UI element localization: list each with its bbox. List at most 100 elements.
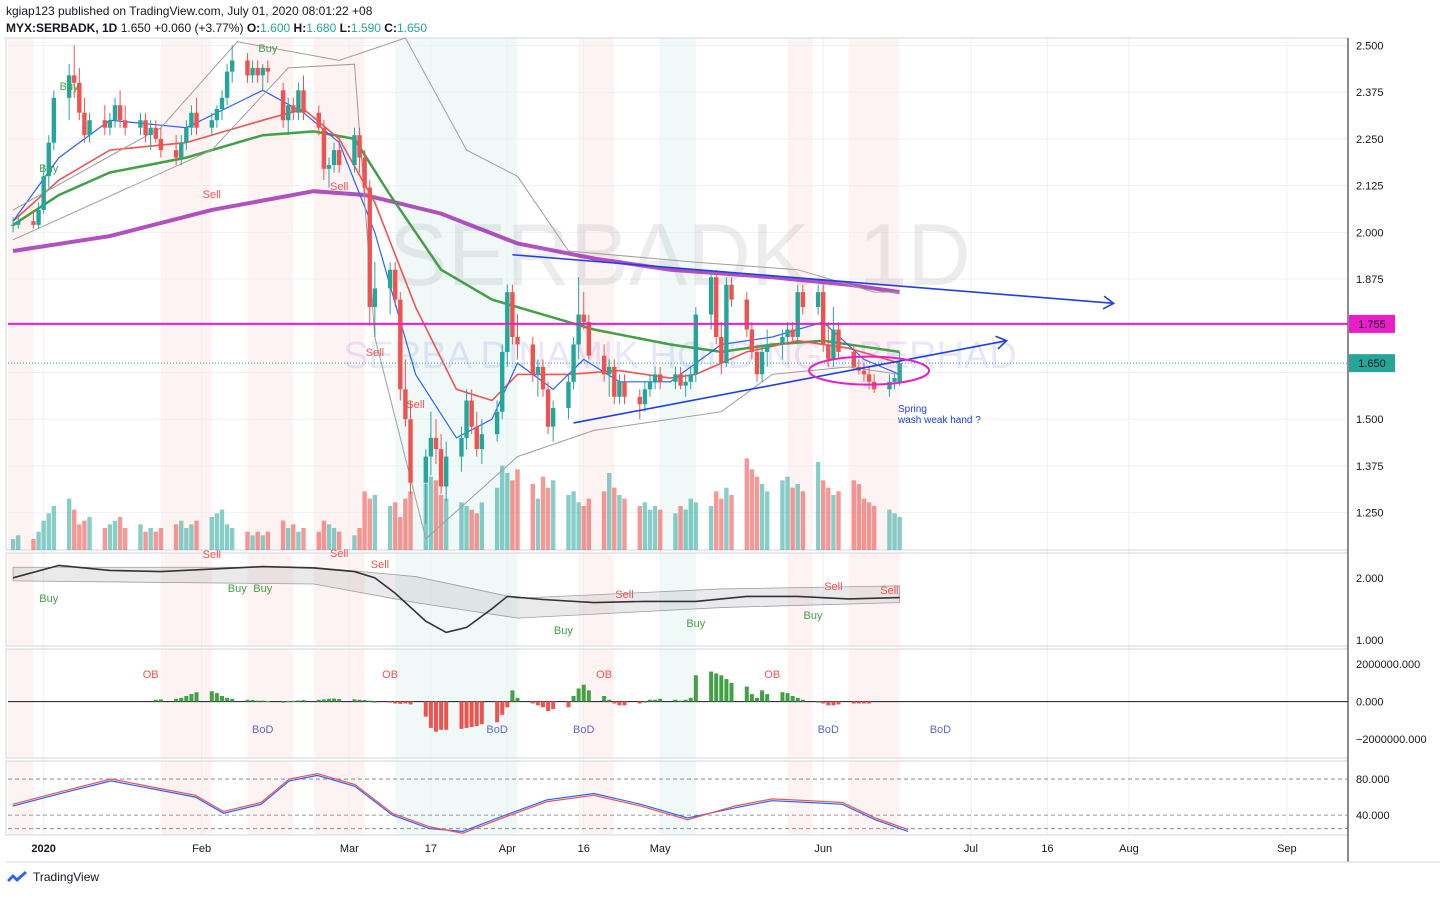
mf-bar <box>602 695 607 702</box>
candle <box>729 277 734 308</box>
candle <box>72 45 77 98</box>
mf-bar <box>479 701 484 725</box>
tradingview-logo-icon <box>7 871 27 882</box>
candle-body <box>474 426 479 450</box>
candle <box>724 277 729 367</box>
signal-zone <box>8 649 34 758</box>
time-tick-label: Jul <box>964 843 978 855</box>
candle-body <box>719 336 724 364</box>
mf-bar <box>800 699 805 702</box>
candle <box>352 127 357 173</box>
mf-bar <box>316 699 321 702</box>
candle-body <box>15 221 21 225</box>
time-tick-label: Apr <box>499 843 516 855</box>
mf-bar <box>352 699 357 702</box>
open-label: O: <box>246 21 261 35</box>
candle <box>571 336 576 390</box>
mf-bar <box>403 701 408 704</box>
mf-bar <box>581 684 586 702</box>
brand-name[interactable]: TradingView <box>33 870 100 884</box>
volume-bar <box>515 469 520 550</box>
candle-body <box>714 277 719 337</box>
mf-bar <box>174 698 179 702</box>
candle <box>443 441 449 502</box>
volume-bar <box>321 520 327 550</box>
volume-bar <box>189 524 194 550</box>
candle <box>51 90 57 151</box>
volume-bar <box>652 506 658 550</box>
mf-bar <box>688 697 693 702</box>
resistance-price-label: 1.755 <box>1358 319 1386 331</box>
signal-zone <box>395 649 518 758</box>
volume-bar <box>754 476 760 550</box>
volume-bar <box>607 473 612 550</box>
mf-bar <box>495 701 500 723</box>
volume-bar <box>387 506 393 550</box>
signal-zone <box>848 38 900 550</box>
candle <box>749 322 755 360</box>
signal-zone <box>8 553 34 646</box>
mf-bar <box>836 701 841 705</box>
candle <box>107 112 113 136</box>
volume-bar <box>362 491 367 550</box>
candle <box>423 449 428 524</box>
candle-body <box>866 374 872 382</box>
volume-bar <box>861 498 867 550</box>
mf-signal-label: BoD <box>573 724 594 736</box>
signal-zone <box>313 553 365 646</box>
mf-bar <box>612 701 617 704</box>
candle <box>764 329 770 367</box>
candle <box>545 381 551 435</box>
symbol-label: MYX:SERBADK, 1D <box>6 21 118 35</box>
candle <box>780 329 785 360</box>
volume-bar <box>66 498 72 550</box>
candle <box>158 127 164 158</box>
volume-bar <box>566 495 571 550</box>
price-tick-label: 1.250 <box>1356 508 1384 520</box>
mf-bar <box>474 701 479 727</box>
mf-bar <box>296 700 301 702</box>
mf-bar <box>510 690 515 702</box>
mf-bar <box>250 700 255 702</box>
candle-body <box>158 138 164 151</box>
candle-body <box>260 67 265 76</box>
mf-bar <box>362 700 367 702</box>
volume-bar <box>530 484 535 550</box>
mf-bar <box>607 699 612 702</box>
low-label: L: <box>339 21 351 35</box>
volume-bar <box>729 495 734 550</box>
signal-zone <box>313 649 365 758</box>
mf-bar <box>464 701 469 728</box>
mf-bar <box>576 688 581 702</box>
mf-bar <box>214 693 219 702</box>
signal-zone <box>395 761 518 835</box>
volume-bar <box>224 524 230 550</box>
spring-highlight-ellipse <box>808 355 931 386</box>
candle <box>77 67 82 121</box>
candle-body <box>494 411 500 435</box>
volume-bar <box>612 487 617 550</box>
rs-band <box>12 566 901 619</box>
price-signal-label: Sell <box>366 347 384 359</box>
candle <box>326 157 332 188</box>
signal-zone <box>8 761 34 835</box>
last-price-label: 1.650 <box>1358 358 1386 370</box>
candle <box>87 112 92 143</box>
mf-bar <box>749 694 754 702</box>
candle <box>321 120 327 181</box>
candle-body <box>301 90 306 113</box>
candle-body <box>530 344 535 375</box>
candle-body <box>851 351 856 367</box>
mf-bar <box>637 701 642 704</box>
candle <box>693 307 699 382</box>
candle-body <box>459 437 464 457</box>
candle <box>36 202 41 229</box>
candle <box>398 292 403 401</box>
candle-body <box>173 150 179 158</box>
candle <box>122 105 128 136</box>
price-tick-label: 1.500 <box>1356 414 1384 426</box>
candle <box>800 284 806 315</box>
candle <box>229 45 235 83</box>
volume-bar <box>821 480 826 550</box>
